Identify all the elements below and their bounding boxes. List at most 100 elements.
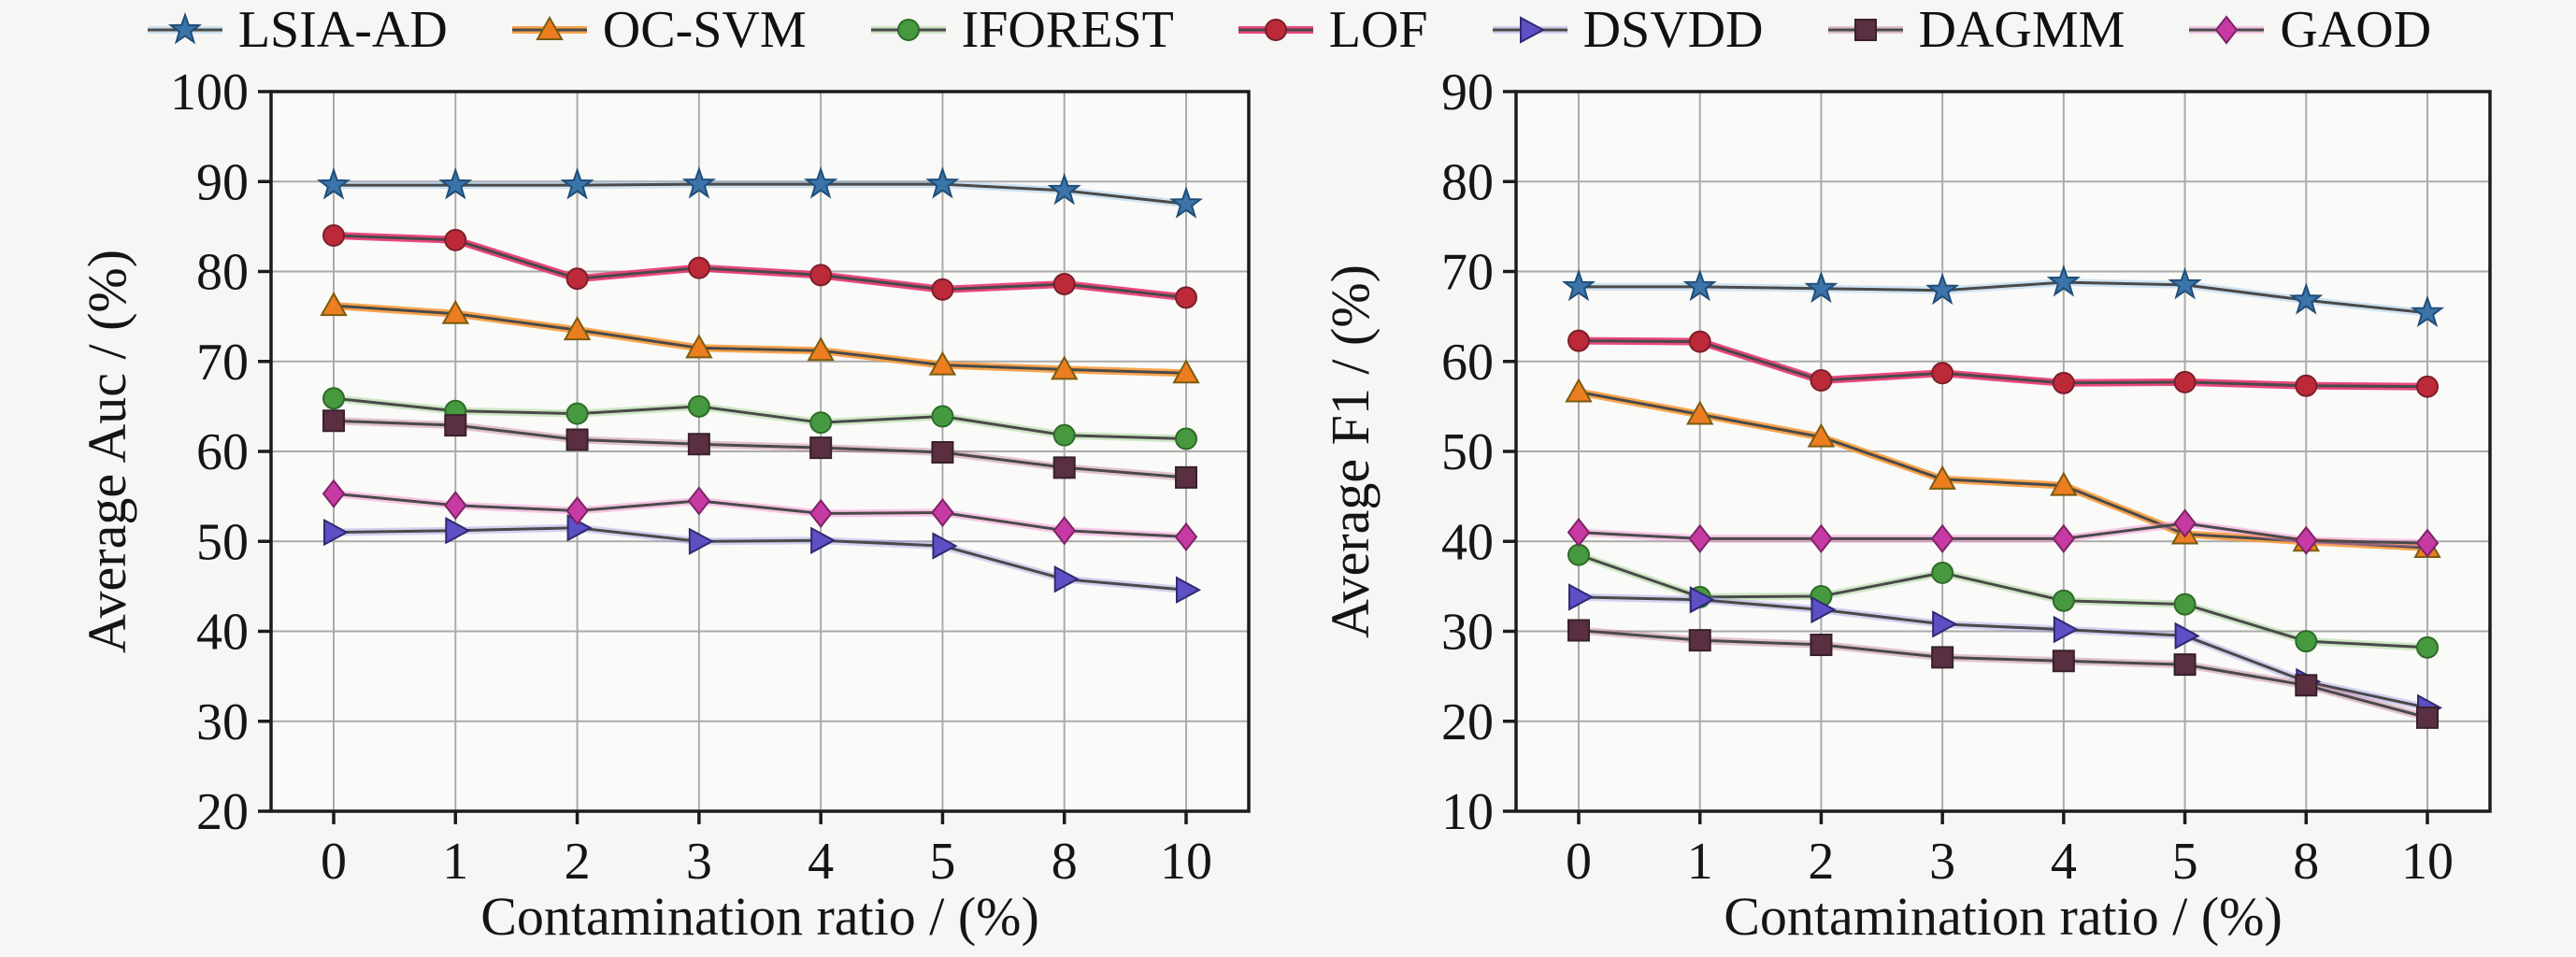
LOF-marker-icon — [1175, 286, 1198, 309]
series-GAOD — [322, 478, 1198, 552]
GAOD-marker-icon — [2173, 508, 2197, 538]
OC-SVM-marker-icon — [2050, 471, 2078, 496]
GAOD-marker-icon — [931, 497, 954, 528]
GAOD-marker-icon — [687, 486, 711, 516]
OC-SVM-marker-icon — [1807, 422, 1836, 448]
f1-chart: 10 20 30 40 50 60 70 80 90 0 1 2 3 4 5 8 10 — [1441, 64, 2492, 891]
LOF-marker-icon — [565, 267, 589, 291]
legend-item-dagmm: DAGMM — [1825, 4, 2125, 56]
IFOREST-marker-icon — [1052, 423, 1076, 447]
DSVDD-marker-icon — [2053, 615, 2079, 644]
DSVDD-marker-icon — [1932, 610, 1958, 638]
y-tick-label: 50 — [196, 513, 249, 571]
legend-label: LOF — [1328, 1, 1428, 59]
legend-item-lof: LOF — [1236, 4, 1428, 56]
LOF-line — [1578, 339, 2428, 389]
gaod-legend-marker-icon — [2189, 15, 2265, 45]
legend: LSIA-AD OC-SVM IFOREST LOF DSVDD DAGMM GAOD — [0, 4, 2576, 56]
GAOD-marker-icon — [322, 478, 346, 508]
series-IFOREST — [1567, 543, 2440, 659]
LSIA-AD-marker-icon — [316, 167, 351, 200]
OC-SVM-marker-icon — [441, 299, 469, 324]
LSIA-AD-marker-icon — [1925, 272, 1960, 306]
legend-item-gaod: GAOD — [2186, 4, 2431, 56]
y-tick-label: 80 — [196, 244, 249, 302]
DAGMM-marker-icon — [2416, 706, 2439, 729]
legend-label: LSIA-AD — [237, 1, 448, 59]
x-tick-label: 5 — [929, 833, 955, 891]
y-tick-label: 50 — [1441, 423, 1494, 481]
legend-item-oc-svm: OC-SVM — [509, 4, 807, 56]
GAOD-marker-icon — [2415, 528, 2440, 558]
GAOD-line — [1578, 521, 2428, 545]
LOF-marker-icon — [2052, 371, 2075, 394]
LOF-marker-icon — [809, 264, 833, 287]
DAGMM-marker-icon — [687, 433, 710, 456]
DAGMM-marker-icon — [2295, 674, 2318, 697]
f1-x-axis-title: Contamination ratio / (%) — [1724, 886, 2283, 947]
LSIA-AD-marker-icon — [560, 167, 594, 200]
legend-label: IFOREST — [961, 1, 1174, 59]
DSVDD-marker-icon — [1053, 564, 1080, 593]
IFOREST-line — [1578, 553, 2428, 650]
IFOREST-marker-icon — [1931, 562, 1954, 584]
GAOD-marker-icon — [2052, 523, 2076, 553]
x-tick-label: 8 — [1052, 833, 1078, 891]
IFOREST-marker-icon — [1175, 427, 1198, 450]
x-tick-label: 1 — [442, 833, 468, 891]
series-LSIA-AD — [316, 166, 1204, 219]
OC-SVM-marker-icon — [685, 334, 713, 359]
OC-SVM-marker-icon — [1172, 359, 1200, 384]
x-tick-label: 4 — [2051, 833, 2077, 891]
x-tick-label: 10 — [1160, 833, 1212, 891]
y-tick-label: 90 — [196, 153, 249, 211]
x-tick-label: 10 — [2401, 833, 2454, 891]
series-GAOD — [1567, 508, 2440, 558]
LSIA-AD-marker-icon — [1804, 270, 1839, 304]
LSIA-AD-marker-icon — [2168, 266, 2202, 300]
x-tick-label: 1 — [1687, 833, 1713, 891]
OC-SVM-marker-icon — [563, 316, 592, 341]
y-tick-label: 70 — [1441, 244, 1494, 302]
legend-label: OC-SVM — [602, 1, 807, 59]
DAGMM-marker-icon — [1688, 629, 1711, 652]
DSVDD-line — [1578, 595, 2428, 709]
DSVDD-marker-icon — [2174, 621, 2200, 650]
OC-SVM-marker-icon — [1685, 400, 1714, 425]
x-tick-label: 0 — [1566, 833, 1592, 891]
LOF-marker-icon — [322, 224, 346, 247]
GAOD-line — [333, 492, 1187, 538]
DSVDD-marker-icon — [932, 532, 958, 560]
LOF-marker-icon — [1931, 362, 1954, 385]
y-tick-label: 40 — [1441, 513, 1494, 571]
IFOREST-marker-icon — [809, 411, 833, 435]
dsvdd-legend-marker-icon — [1492, 16, 1567, 44]
series-IFOREST — [322, 387, 1198, 450]
LSIA-AD-line — [1579, 280, 2428, 315]
DSVDD-marker-icon — [1176, 576, 1202, 604]
DAGMM-marker-icon — [322, 409, 345, 433]
OC-SVM-marker-icon — [807, 336, 835, 362]
y-tick-label: 20 — [196, 783, 249, 841]
GAOD-marker-icon — [809, 498, 833, 529]
dagmm-legend-marker-icon — [1827, 19, 1903, 41]
DAGMM-marker-icon — [2052, 650, 2075, 673]
IFOREST-marker-icon — [687, 394, 710, 418]
x-tick-label: 3 — [1929, 833, 1955, 891]
IFOREST-marker-icon — [2052, 589, 2075, 612]
OC-SVM-line — [1578, 391, 2428, 550]
y-tick-label: 60 — [196, 423, 249, 481]
GAOD-marker-icon — [1810, 523, 1833, 553]
DSVDD-marker-icon — [445, 517, 471, 545]
y-tick-label: 40 — [196, 604, 249, 662]
x-tick-label: 4 — [808, 833, 834, 891]
DSVDD-marker-icon — [688, 527, 714, 555]
DAGMM-marker-icon — [444, 414, 467, 437]
LOF-marker-icon — [2295, 374, 2318, 397]
series-LOF — [1567, 329, 2440, 398]
DSVDD-marker-icon — [1810, 595, 1837, 624]
series-DSVDD — [323, 514, 1202, 604]
GAOD-marker-icon — [565, 495, 589, 526]
oc-svm-legend-marker-icon — [511, 15, 587, 40]
